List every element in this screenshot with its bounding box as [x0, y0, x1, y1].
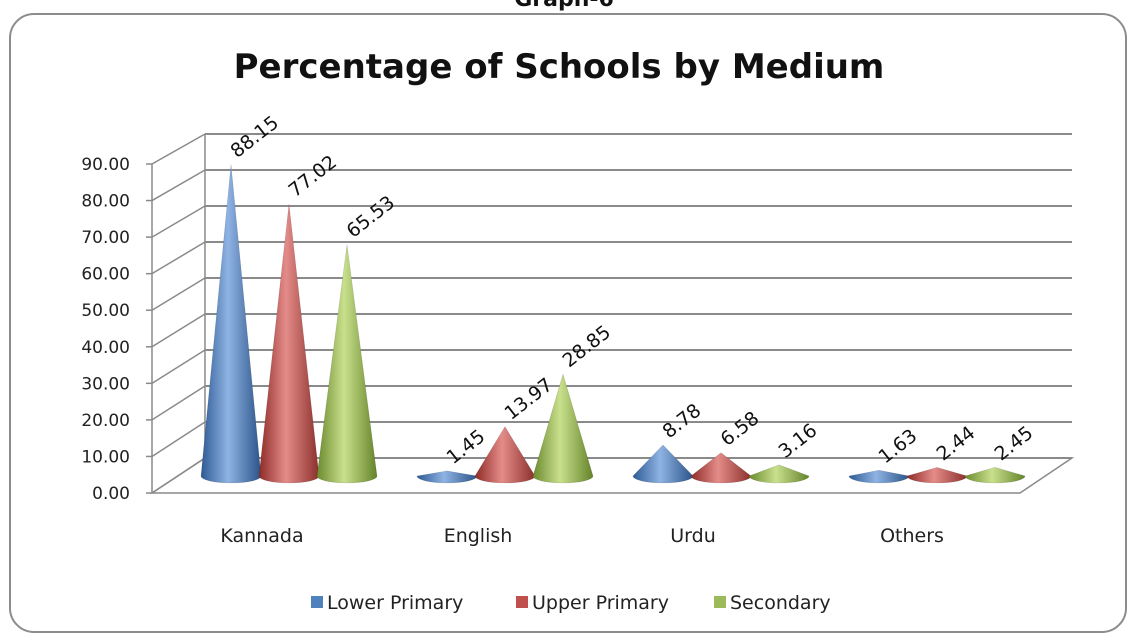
chart-floor [149, 457, 1075, 494]
floor-outline [149, 457, 1075, 494]
gridline-diagonal [151, 349, 206, 384]
legend-label: Upper Primary [532, 592, 669, 614]
gridline-diagonal [151, 169, 206, 202]
x-category-label: Urdu [670, 525, 716, 547]
cone-secondary-kannada [316, 244, 378, 484]
cone-secondary-others [964, 467, 1026, 484]
legend-label: Lower Primary [327, 592, 463, 614]
chart-title: Percentage of Schools by Medium [234, 47, 885, 87]
y-tick-label: 50.00 [81, 301, 130, 321]
gridline-diagonal [151, 205, 206, 238]
y-tick-label: 70.00 [81, 228, 130, 248]
gridline-diagonal [151, 133, 206, 165]
y-tick-label: 90.00 [81, 155, 130, 175]
y-tick-label: 20.00 [81, 411, 130, 431]
y-tick-label: 40.00 [81, 338, 130, 358]
legend: Lower Primary Upper Primary Secondary [311, 592, 831, 614]
y-tick-label: 30.00 [81, 374, 130, 394]
legend-entry: Upper Primary [516, 592, 669, 614]
gridline-diagonal [151, 313, 206, 348]
x-category-label: Others [880, 525, 944, 547]
category-labels: Kannada English Urdu Others [220, 525, 944, 547]
y-axis: 0.00 10.00 20.00 30.00 40.00 50.00 60.00 70.00 8… [81, 134, 206, 504]
legend-swatch [311, 596, 323, 608]
gridline-diagonal [151, 421, 206, 458]
legend-swatch [714, 596, 726, 608]
gridline-diagonal [151, 277, 206, 311]
cone-layer [200, 164, 1026, 484]
x-category-label: English [444, 525, 513, 547]
y-tick-label: 80.00 [81, 192, 130, 212]
legend-label: Secondary [730, 592, 831, 614]
chart-frame [9, 13, 1127, 633]
y-tick-label: 10.00 [81, 447, 130, 467]
x-category-label: Kannada [220, 525, 303, 547]
legend-entry: Secondary [714, 592, 831, 614]
cone-secondary-english [532, 373, 594, 484]
gridline-diagonal [151, 241, 206, 275]
cone-secondary-urdu [748, 464, 810, 484]
y-tick-label: 0.00 [92, 484, 130, 504]
legend-entry: Lower Primary [311, 592, 463, 614]
y-tick-label: 60.00 [81, 265, 130, 285]
gridline-diagonal [151, 385, 206, 421]
page-heading: Graph-6 [514, 0, 614, 12]
legend-swatch [516, 596, 528, 608]
